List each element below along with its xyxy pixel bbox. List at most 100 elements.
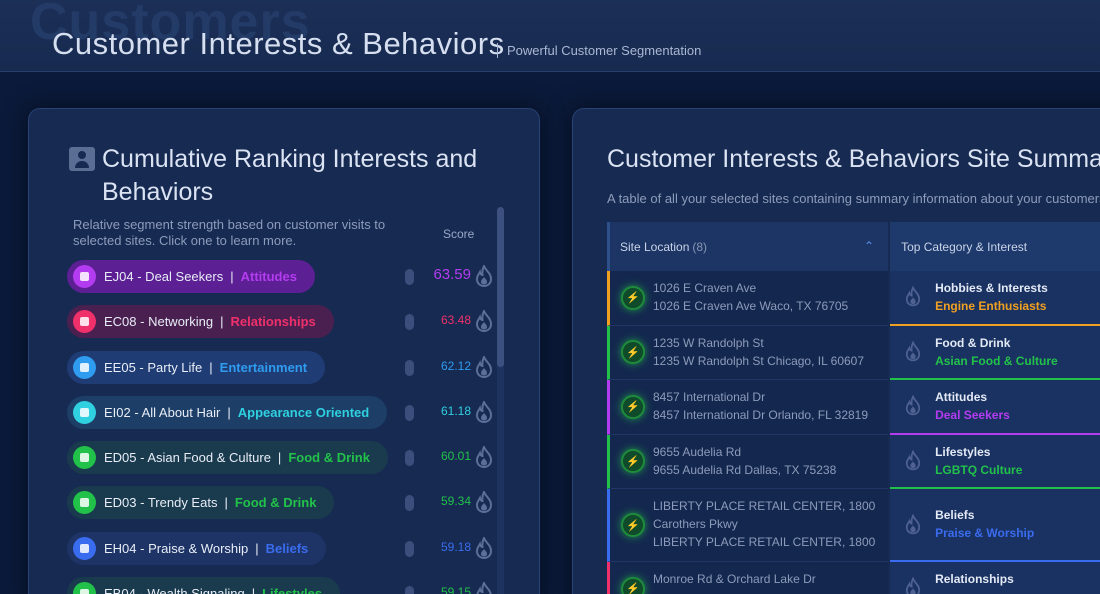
ranking-item[interactable]: EJ04 - Deal Seekers | Attitudes 63.59 [67, 260, 497, 305]
site-address: Monroe Rd & Orchard Lake Dr [653, 570, 881, 588]
flame-icon [475, 308, 493, 333]
scrollbar-thumb[interactable] [497, 207, 504, 367]
site-summary-title: Customer Interests & Behaviors Site Summ… [607, 145, 1100, 173]
toggle-indicator[interactable] [405, 495, 414, 512]
top-category-cell[interactable]: Attitudes Deal Seekers [890, 380, 1100, 435]
top-category-cell[interactable]: Food & Drink Asian Food & Culture [890, 325, 1100, 380]
ranking-title: Cumulative Ranking Interests and Behavio… [102, 145, 478, 206]
address-line-1: 1026 E Craven Ave [653, 281, 757, 295]
top-category-cell[interactable]: Beliefs Praise & Worship [890, 489, 1100, 562]
address-line-1: 1235 W Randolph St [653, 335, 764, 350]
top-category: Relationships [935, 572, 1014, 586]
person-card-icon [73, 446, 96, 470]
page-title: Customer Interests & Behaviors [52, 26, 505, 61]
segment-score: 59.15 [440, 585, 471, 594]
site-count: (8) [692, 239, 708, 254]
top-interest: LGBTQ Culture [935, 462, 1023, 477]
toggle-indicator[interactable] [405, 586, 414, 594]
flame-icon [905, 449, 921, 471]
top-category-cell[interactable]: Hobbies & Interests Engine Enthusiasts [890, 271, 1100, 326]
segment-code: EE05 - Party Life [104, 359, 203, 375]
segment-score: 59.18 [440, 539, 471, 554]
site-location-cell[interactable]: ⚡ LIBERTY PLACE RETAIL CENTER, 1800 Carot… [607, 489, 889, 567]
ranking-item[interactable]: ED05 - Asian Food & Culture | Food & Drink… [67, 441, 497, 486]
site-address: 8457 International Dr 8457 International … [653, 388, 881, 424]
table-row[interactable]: ⚡ Monroe Rd & Orchard Lake Dr Relationship… [607, 562, 1100, 594]
segment-code: EB04 - Wealth Signaling [104, 586, 245, 594]
segment-score: 61.18 [440, 403, 471, 418]
site-table-body: ⚡ 1026 E Craven Ave 1026 E Craven Ave Waco… [607, 271, 1100, 594]
site-location-cell[interactable]: ⚡ Monroe Rd & Orchard Lake Dr [607, 562, 889, 594]
lightning-icon: ⚡ [621, 285, 645, 310]
segment-pill[interactable]: EH04 - Praise & Worship | Beliefs [67, 531, 327, 565]
lightning-icon: ⚡ [621, 576, 645, 594]
column-header-site-location[interactable]: Site Location (8) ⌃ [607, 222, 889, 271]
toggle-indicator[interactable] [405, 314, 414, 331]
toggle-indicator[interactable] [405, 450, 414, 467]
table-row[interactable]: ⚡ LIBERTY PLACE RETAIL CENTER, 1800 Carot… [607, 489, 1100, 567]
flame-icon [905, 576, 921, 594]
person-card-icon [73, 355, 96, 379]
site-location-cell[interactable]: ⚡ 1235 W Randolph St 1235 W Randolph St Ch… [607, 325, 889, 380]
segment-code: ED05 - Asian Food & Culture [104, 450, 271, 466]
segment-score: 63.48 [440, 313, 471, 328]
person-card-icon [73, 265, 96, 288]
segment-pill[interactable]: ED03 - Trendy Eats | Food & Drink [67, 486, 335, 520]
separator: | [227, 404, 231, 420]
flame-icon [905, 285, 921, 307]
table-row[interactable]: ⚡ 8457 International Dr 8457 International… [607, 380, 1100, 435]
top-interest: Deal Seekers [935, 408, 1010, 422]
flame-icon [475, 354, 493, 378]
address-line-1: LIBERTY PLACE RETAIL CENTER, 1800 Caroth… [653, 499, 876, 531]
segment-category: Appearance Oriented [237, 404, 370, 420]
segment-pill[interactable]: EC08 - Networking | Relationships [67, 305, 334, 339]
person-card-icon [69, 147, 95, 171]
site-location-cell[interactable]: ⚡ 9655 Audelia Rd 9655 Audelia Rd Dallas, … [607, 434, 889, 489]
table-row[interactable]: ⚡ 9655 Audelia Rd 9655 Audelia Rd Dallas, … [607, 434, 1100, 489]
segment-category: Lifestyles [262, 586, 323, 594]
scroll-track [497, 207, 504, 594]
ranking-item[interactable]: EI02 - All About Hair | Appearance Oriente… [67, 395, 497, 441]
lightning-icon: ⚡ [621, 513, 645, 537]
header-bar: Customers Customer Interests & Behaviors… [0, 0, 1100, 72]
site-address: 1235 W Randolph St 1235 W Randolph St Chi… [653, 334, 881, 370]
ranking-item[interactable]: EE05 - Party Life | Entertainment 62.12 [67, 350, 497, 396]
top-interest: Engine Enthusiasts [935, 299, 1047, 313]
address-line-2: LIBERTY PLACE RETAIL CENTER, 1800 ... [653, 535, 876, 567]
segment-pill[interactable]: EE05 - Party Life | Entertainment [67, 350, 326, 384]
separator: | [209, 359, 213, 375]
ranking-item[interactable]: EH04 - Praise & Worship | Beliefs 59.18 [67, 531, 497, 577]
segment-pill[interactable]: EI02 - All About Hair | Appearance Oriente… [67, 395, 388, 429]
ranking-item[interactable]: EC08 - Networking | Relationships 63.48 [67, 305, 497, 350]
segment-code: EC08 - Networking [104, 314, 214, 330]
top-category: Food & Drink [935, 335, 1011, 350]
toggle-indicator[interactable] [405, 359, 414, 376]
separator: | [230, 269, 234, 284]
table-header: Site Location (8) ⌃ Top Category & Inter… [607, 222, 1100, 271]
flame-icon [905, 394, 921, 416]
segment-code: ED03 - Trendy Eats [104, 495, 218, 511]
top-category: Lifestyles [935, 444, 991, 459]
page-subtitle: Powerful Customer Segmentation [497, 43, 701, 58]
segment-pill[interactable]: ED05 - Asian Food & Culture | Food & Drink [67, 441, 388, 475]
toggle-indicator[interactable] [405, 540, 414, 557]
header-ghost-text: Customers [30, 0, 311, 51]
ranking-item[interactable]: ED03 - Trendy Eats | Food & Drink 59.34 [67, 486, 497, 531]
person-card-icon [73, 582, 96, 594]
segment-code: EH04 - Praise & Worship [104, 540, 249, 556]
person-card-icon [73, 310, 96, 334]
top-category-cell[interactable]: Lifestyles LGBTQ Culture [890, 434, 1100, 489]
toggle-indicator[interactable] [405, 404, 414, 421]
person-card-icon [73, 400, 96, 424]
toggle-indicator[interactable] [405, 269, 414, 285]
site-location-cell[interactable]: ⚡ 1026 E Craven Ave 1026 E Craven Ave Waco… [607, 271, 889, 326]
table-row[interactable]: ⚡ 1235 W Randolph St 1235 W Randolph St Ch… [607, 325, 1100, 380]
segment-pill[interactable]: EJ04 - Deal Seekers | Attitudes [67, 260, 315, 293]
ranking-item[interactable]: EB04 - Wealth Signaling | Lifestyles 59.15 [67, 577, 497, 594]
site-location-cell[interactable]: ⚡ 8457 International Dr 8457 International… [607, 380, 889, 435]
top-category-cell[interactable]: Relationships [890, 562, 1100, 594]
column-header-top-category[interactable]: Top Category & Interest [890, 222, 1100, 271]
chevron-up-icon[interactable]: ⌃ [864, 239, 875, 253]
table-row[interactable]: ⚡ 1026 E Craven Ave 1026 E Craven Ave Waco… [607, 271, 1100, 326]
segment-pill[interactable]: EB04 - Wealth Signaling | Lifestyles [67, 577, 341, 594]
